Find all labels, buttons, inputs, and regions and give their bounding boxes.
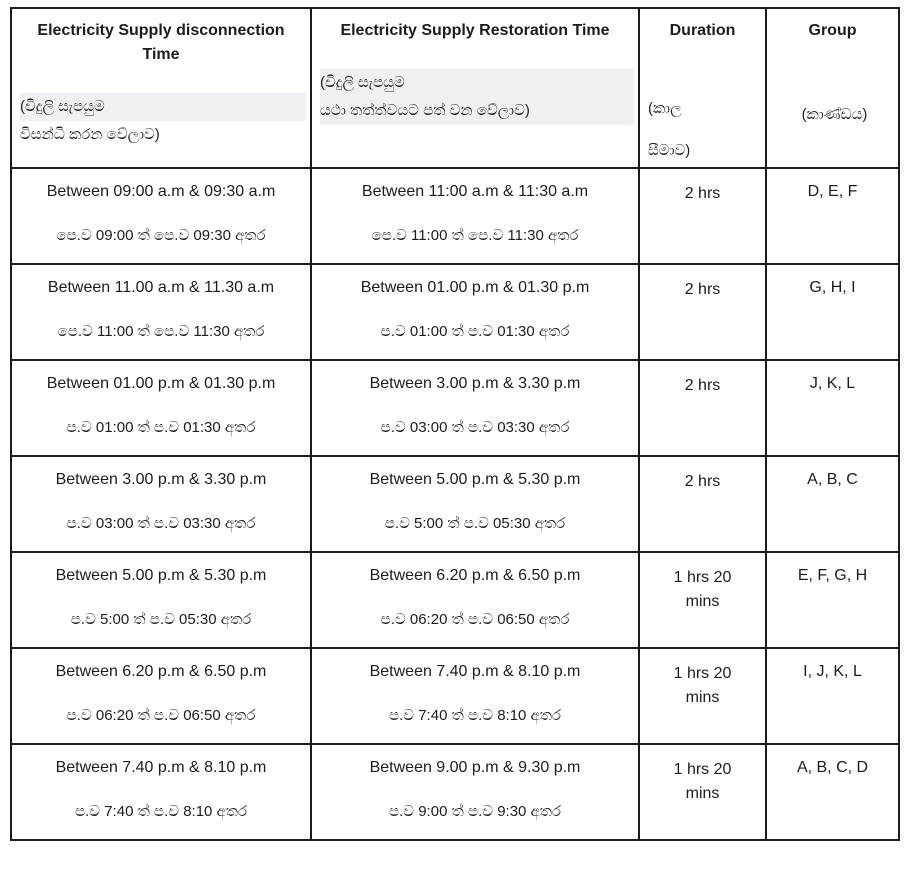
restore-time-si: ප.ව 01:00 ත් ප.ව 01:30 අතර — [380, 323, 570, 340]
header-duration: Duration (කාල සීමාව) — [638, 7, 767, 169]
group-value: J, K, L — [809, 375, 856, 392]
disconnect-cell: Between 09:00 a.m & 09:30 a.m පෙ.ව 09:00… — [10, 167, 312, 265]
duration-cell: 2 hrs — [638, 263, 767, 361]
disconnect-time-si: ප.ව 5:00 ත් ප.ව 05:30 අතර — [70, 611, 252, 628]
header-restoration-si-line1: (විදුලි සැපයුම — [320, 69, 634, 97]
duration-value: 1 hrs 20 mins — [673, 761, 732, 802]
header-duration-en: Duration — [669, 22, 736, 39]
restore-time-si: ප.ව 5:00 ත් ප.ව 05:30 අතර — [384, 515, 566, 532]
restore-time-si: ප.ව 03:00 ත් ප.ව 03:30 අතර — [380, 419, 570, 436]
restore-cell: Between 5.00 p.m & 5.30 p.m ප.ව 5:00 ත් … — [310, 455, 640, 553]
duration-cell: 1 hrs 20 mins — [638, 743, 767, 841]
duration-cell: 1 hrs 20 mins — [638, 551, 767, 649]
disconnect-cell: Between 3.00 p.m & 3.30 p.m ප.ව 03:00 ත්… — [10, 455, 312, 553]
group-value: D, E, F — [807, 183, 858, 200]
disconnect-time-si: ප.ව 06:20 ත් ප.ව 06:50 අතර — [66, 707, 256, 724]
header-restoration-si-line2: යථා තත්ත්වයට පත් වන වේලාව) — [320, 97, 634, 125]
restore-time-en: Between 3.00 p.m & 3.30 p.m — [369, 375, 581, 392]
restore-cell: Between 11:00 a.m & 11:30 a.m පෙ.ව 11:00… — [310, 167, 640, 265]
header-duration-si-line2: සීමාව) — [648, 142, 691, 159]
group-cell: J, K, L — [765, 359, 900, 457]
disconnect-time-en: Between 11.00 a.m & 11.30 a.m — [47, 279, 275, 296]
duration-cell: 2 hrs — [638, 359, 767, 457]
duration-value: 1 hrs 20 mins — [673, 665, 732, 706]
header-disconnection-time: Electricity Supply disconnection Time (ව… — [10, 7, 312, 169]
duration-value: 2 hrs — [684, 281, 721, 298]
header-disconnection-en: Electricity Supply disconnection Time — [37, 22, 285, 63]
restore-time-si: ප.ව 7:40 ත් ප.ව 8:10 අතර — [388, 707, 562, 724]
duration-cell: 1 hrs 20 mins — [638, 647, 767, 745]
restore-time-si: ප.ව 06:20 ත් ප.ව 06:50 අතර — [380, 611, 570, 628]
disconnect-time-en: Between 01.00 p.m & 01.30 p.m — [46, 375, 276, 392]
group-cell: G, H, I — [765, 263, 900, 361]
disconnect-time-en: Between 5.00 p.m & 5.30 p.m — [55, 567, 267, 584]
disconnect-cell: Between 5.00 p.m & 5.30 p.m ප.ව 5:00 ත් … — [10, 551, 312, 649]
group-cell: A, B, C, D — [765, 743, 900, 841]
restore-time-en: Between 7.40 p.m & 8.10 p.m — [369, 663, 581, 680]
group-value: A, B, C — [807, 471, 858, 488]
duration-value: 1 hrs 20 mins — [673, 569, 732, 610]
restore-time-en: Between 9.00 p.m & 9.30 p.m — [369, 759, 581, 776]
disconnect-time-si: ප.ව 03:00 ත් ප.ව 03:30 අතර — [66, 515, 256, 532]
header-row: Electricity Supply disconnection Time (ව… — [10, 7, 900, 169]
table-row: Between 01.00 p.m & 01.30 p.m ප.ව 01:00 … — [10, 359, 900, 457]
disconnect-time-si: පෙ.ව 09:00 ත් පෙ.ව 09:30 අතර — [56, 227, 266, 244]
table-row: Between 3.00 p.m & 3.30 p.m ප.ව 03:00 ත්… — [10, 455, 900, 553]
duration-cell: 2 hrs — [638, 455, 767, 553]
restore-time-en: Between 11:00 a.m & 11:30 a.m — [361, 183, 589, 200]
header-group-en: Group — [808, 22, 857, 39]
group-cell: D, E, F — [765, 167, 900, 265]
disconnect-time-si: ප.ව 7:40 ත් ප.ව 8:10 අතර — [74, 803, 248, 820]
restore-cell: Between 7.40 p.m & 8.10 p.m ප.ව 7:40 ත් … — [310, 647, 640, 745]
disconnect-time-si: ප.ව 01:00 ත් ප.ව 01:30 අතර — [66, 419, 256, 436]
disconnect-time-en: Between 3.00 p.m & 3.30 p.m — [55, 471, 267, 488]
table-row: Between 09:00 a.m & 09:30 a.m පෙ.ව 09:00… — [10, 167, 900, 265]
duration-cell: 2 hrs — [638, 167, 767, 265]
group-cell: I, J, K, L — [765, 647, 900, 745]
restore-time-si: ප.ව 9:00 ත් ප.ව 9:30 අතර — [388, 803, 562, 820]
disconnect-cell: Between 01.00 p.m & 01.30 p.m ප.ව 01:00 … — [10, 359, 312, 457]
power-cut-schedule-table: Electricity Supply disconnection Time (ව… — [10, 7, 900, 841]
restore-cell: Between 6.20 p.m & 6.50 p.m ප.ව 06:20 ත්… — [310, 551, 640, 649]
header-disconnection-si-line2: විසන්ධි කරන වේලාව) — [20, 126, 160, 143]
disconnect-time-si: පෙ.ව 11:00 ත් පෙ.ව 11:30 අතර — [57, 323, 265, 340]
table-row: Between 5.00 p.m & 5.30 p.m ප.ව 5:00 ත් … — [10, 551, 900, 649]
header-restoration-en: Electricity Supply Restoration Time — [340, 22, 610, 39]
restore-time-en: Between 6.20 p.m & 6.50 p.m — [369, 567, 581, 584]
table-row: Between 11.00 a.m & 11.30 a.m පෙ.ව 11:00… — [10, 263, 900, 361]
disconnect-cell: Between 7.40 p.m & 8.10 p.m ප.ව 7:40 ත් … — [10, 743, 312, 841]
duration-value: 2 hrs — [684, 377, 721, 394]
group-value: G, H, I — [809, 279, 856, 296]
header-group-si: (කාණ්ඩය) — [801, 106, 868, 123]
restore-time-en: Between 5.00 p.m & 5.30 p.m — [369, 471, 581, 488]
header-disconnection-si-line1: (විදුලි සැපයුම — [20, 93, 306, 121]
header-duration-si-line1: (කාල — [648, 100, 682, 117]
header-group: Group (කාණ්ඩය) — [765, 7, 900, 169]
header-restoration-time: Electricity Supply Restoration Time (විද… — [310, 7, 640, 169]
duration-value: 2 hrs — [684, 185, 721, 202]
disconnect-cell: Between 11.00 a.m & 11.30 a.m පෙ.ව 11:00… — [10, 263, 312, 361]
disconnect-time-en: Between 6.20 p.m & 6.50 p.m — [55, 663, 267, 680]
disconnect-time-en: Between 7.40 p.m & 8.10 p.m — [55, 759, 267, 776]
restore-cell: Between 9.00 p.m & 9.30 p.m ප.ව 9:00 ත් … — [310, 743, 640, 841]
duration-value: 2 hrs — [684, 473, 721, 490]
disconnect-time-en: Between 09:00 a.m & 09:30 a.m — [46, 183, 276, 200]
disconnect-cell: Between 6.20 p.m & 6.50 p.m ප.ව 06:20 ත්… — [10, 647, 312, 745]
group-value: A, B, C, D — [796, 759, 869, 776]
restore-cell: Between 01.00 p.m & 01.30 p.m ප.ව 01:00 … — [310, 263, 640, 361]
restore-cell: Between 3.00 p.m & 3.30 p.m ප.ව 03:00 ත්… — [310, 359, 640, 457]
restore-time-en: Between 01.00 p.m & 01.30 p.m — [360, 279, 590, 296]
group-value: I, J, K, L — [803, 663, 862, 680]
group-cell: A, B, C — [765, 455, 900, 553]
group-value: E, F, G, H — [797, 567, 868, 584]
restore-time-si: පෙ.ව 11:00 ත් පෙ.ව 11:30 අතර — [371, 227, 579, 244]
group-cell: E, F, G, H — [765, 551, 900, 649]
table-row: Between 7.40 p.m & 8.10 p.m ප.ව 7:40 ත් … — [10, 743, 900, 841]
table-row: Between 6.20 p.m & 6.50 p.m ප.ව 06:20 ත්… — [10, 647, 900, 745]
